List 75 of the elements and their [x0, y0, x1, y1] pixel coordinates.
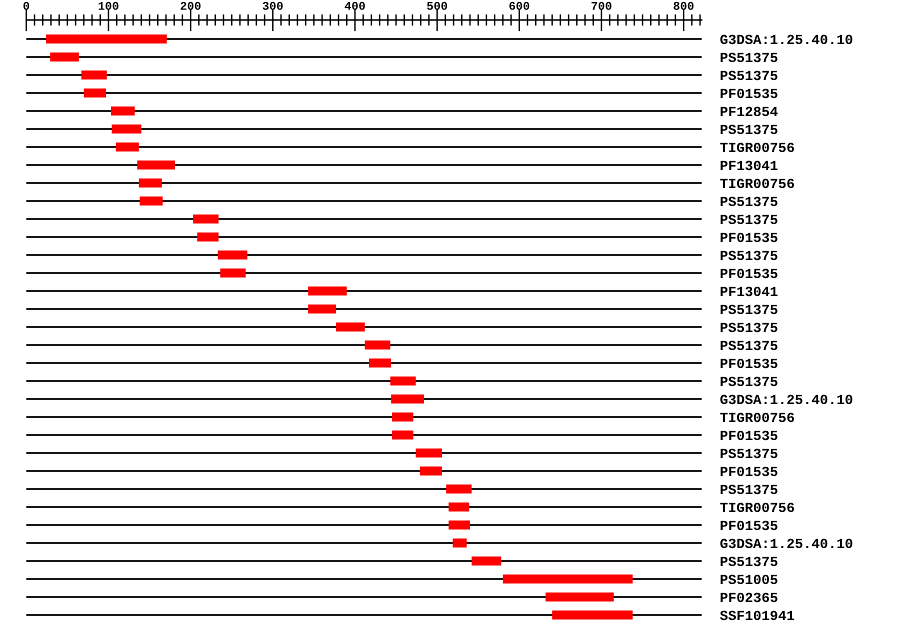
y-tick-label: G3DSA:1.25.40.10: [720, 34, 852, 44]
y-tick-label: PS51375: [720, 124, 778, 134]
y-tick-label: PF13041: [720, 160, 778, 170]
x-tick-label: 600: [509, 2, 530, 10]
x-tick-label: 100: [98, 2, 118, 10]
y-tick-label: G3DSA:1.25.40.10: [720, 538, 852, 548]
bar: [112, 124, 142, 134]
bar: [416, 448, 442, 458]
x-tick-label: 0: [23, 2, 30, 10]
bar: [50, 52, 79, 62]
x-tick-label: 500: [427, 2, 448, 10]
x-tick-label: 300: [262, 2, 283, 10]
y-tick-label: G3DSA:1.25.40.10: [720, 394, 852, 404]
bar: [364, 340, 390, 350]
y-tick-label: PS51375: [720, 556, 778, 566]
bar: [218, 250, 248, 260]
bar: [546, 592, 614, 602]
y-tick-label: PS51375: [720, 376, 778, 386]
y-tick-label: TIGR00756: [720, 142, 794, 152]
bar: [448, 502, 470, 512]
bar: [368, 358, 392, 368]
y-tick-label: PS51375: [720, 214, 778, 224]
bar: [81, 70, 107, 80]
bar: [137, 160, 176, 170]
bar: [46, 34, 167, 44]
bar: [420, 466, 442, 476]
bar: [308, 286, 347, 296]
bar: [452, 538, 467, 548]
y-tick-label: PF01535: [720, 358, 778, 368]
bar: [138, 178, 162, 188]
y-tick-label: PS51375: [720, 340, 778, 350]
y-tick-label: PF01535: [720, 88, 778, 98]
y-tick-label: PS51375: [720, 448, 778, 458]
x-tick-label: 800: [674, 2, 694, 10]
bar: [391, 394, 424, 404]
y-tick-label: PF01535: [720, 430, 778, 440]
y-tick-label: PS51005: [720, 574, 778, 584]
bar: [392, 430, 414, 440]
y-tick-label: PF02365: [720, 592, 778, 602]
y-tick-label: SSF101941: [720, 610, 794, 620]
y-tick-label: TIGR00756: [720, 178, 794, 188]
bar: [110, 106, 135, 116]
y-tick-label: PS51375: [720, 52, 778, 62]
bar: [472, 556, 502, 566]
y-tick-label: PS51375: [720, 196, 778, 206]
bar: [84, 88, 106, 98]
bar: [390, 376, 416, 386]
x-tick-label: 700: [592, 2, 612, 10]
y-tick-label: PS51375: [720, 250, 778, 260]
bar: [116, 142, 139, 152]
y-tick-label: PF12854: [720, 106, 778, 116]
bar: [220, 268, 246, 278]
y-tick-label: PS51375: [720, 70, 778, 80]
bar: [140, 196, 163, 206]
y-tick-label: PF01535: [720, 520, 778, 530]
y-tick-label: PF13041: [720, 286, 778, 296]
y-tick-label: PS51375: [720, 484, 778, 494]
bar: [197, 232, 219, 242]
x-tick-label: 400: [344, 2, 365, 10]
y-tick-label: TIGR00756: [720, 412, 794, 422]
bar: [392, 412, 414, 422]
bar: [446, 484, 472, 494]
y-tick-label: TIGR00756: [720, 502, 794, 512]
bar: [502, 574, 633, 584]
y-tick-label: PF01535: [720, 466, 778, 476]
bar: [552, 610, 633, 620]
y-tick-label: PS51375: [720, 322, 778, 332]
bar: [308, 304, 336, 314]
x-tick-label: 200: [180, 2, 201, 10]
bar: [336, 322, 365, 332]
y-tick-label: PS51375: [720, 304, 778, 314]
bar: [193, 214, 219, 224]
y-tick-label: PF01535: [720, 268, 778, 278]
y-tick-label: PF01535: [720, 232, 778, 242]
bar: [448, 520, 470, 530]
